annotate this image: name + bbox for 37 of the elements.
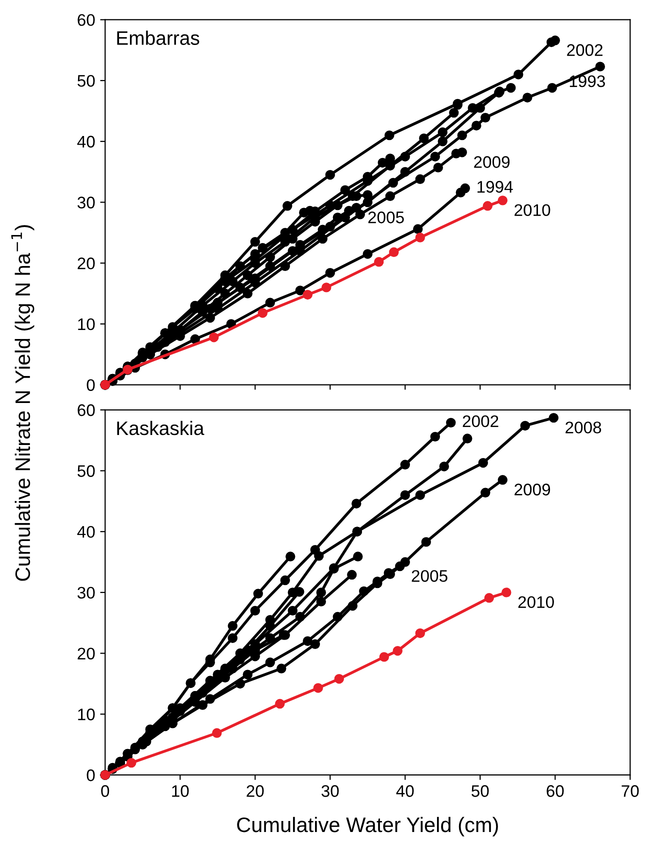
x-tick-label: 30: [322, 785, 339, 797]
annotation: 2010: [518, 596, 554, 608]
x-tick-label: 20: [246, 785, 264, 797]
x-tick-label: 0: [101, 785, 110, 797]
y-tick-label: 10: [78, 318, 95, 330]
x-tick-label: 60: [546, 785, 564, 797]
annotation: 2002: [462, 415, 498, 428]
annotation: 1993: [570, 75, 605, 88]
chart-title: Embarras: [117, 30, 200, 45]
y-tick-label: 60: [78, 14, 95, 26]
y-axis-title: Cumulative Nitrate N Yield (kg N ha$^{−1}$): [11, 225, 34, 581]
chart-title: Kaskaskia: [117, 420, 204, 436]
y-tick-label: 40: [77, 136, 95, 148]
y-tick-label: 0: [86, 379, 95, 391]
x-tick-label: 10: [172, 785, 189, 797]
y-tick-label: 20: [78, 648, 95, 660]
annotation: 2002: [567, 44, 602, 56]
annotation: 2009: [514, 484, 550, 496]
x-tick-label: 40: [396, 785, 414, 797]
y-tick-label: 0: [86, 769, 95, 782]
annotation: 2010: [514, 204, 550, 216]
annotation: 2009: [474, 156, 510, 168]
y-tick-label: 10: [78, 708, 95, 720]
y-tick-label: 20: [78, 258, 95, 270]
annotation: 2008: [566, 422, 602, 434]
y-tick-label: 50: [78, 465, 95, 477]
y-tick-label: 60: [78, 404, 95, 416]
x-tick-label: 50: [472, 785, 489, 797]
y-tick-label: 30: [78, 196, 95, 208]
x-tick-label: 70: [622, 785, 639, 797]
annotation: 1994: [478, 180, 513, 193]
y-tick-label: 50: [78, 74, 95, 87]
annotation: 2005: [412, 570, 448, 582]
y-tick-label: 40: [77, 526, 95, 538]
y-tick-label: 30: [78, 586, 95, 599]
x-axis-title: Cumulative Water Yield (cm): [237, 816, 498, 836]
annotation: 2005: [368, 212, 404, 224]
